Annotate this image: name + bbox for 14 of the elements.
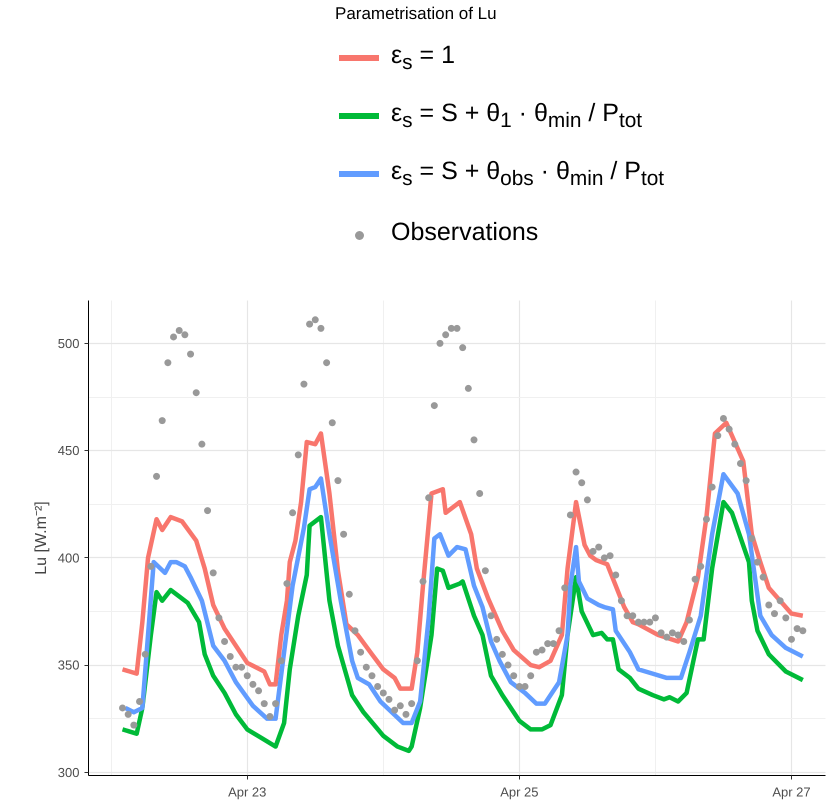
y-tick-label: 350	[58, 658, 80, 673]
y-axis-title: Lu [W.m⁻²]	[32, 501, 50, 575]
legend-label: Observations	[391, 218, 538, 246]
y-tick-label: 500	[58, 336, 80, 351]
legend-label: ε$_{s}$ = S + θ$_{obs}$ · θ$_{min}$ / P$_{tot}$	[391, 156, 664, 190]
x-tick-label: Apr 23	[228, 784, 266, 800]
x-tick-label: Apr 27	[772, 784, 811, 800]
legend-label: ε$_{s}$ = 1	[391, 40, 455, 74]
y-tick-label: 300	[58, 764, 80, 780]
legend-title: Parametrisation of Lu	[335, 4, 498, 23]
y-tick-label: 400	[58, 550, 80, 566]
y-tick-label: 450	[58, 443, 80, 458]
x-tick-label: Apr 25	[500, 784, 539, 800]
legend-label: ε$_{s}$ = S + θ$_{1}$ · θ$_{min}$ / P$_{tot}$	[391, 98, 642, 132]
